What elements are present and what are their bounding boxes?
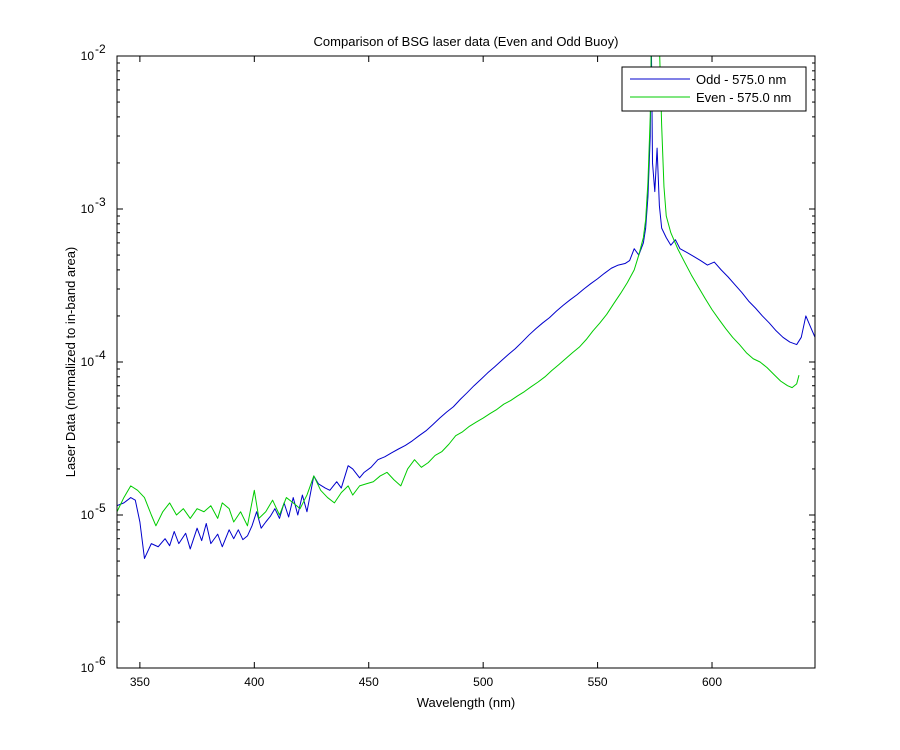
y-tick-label-exponent: -2 (95, 42, 106, 56)
x-axis-title: Wavelength (nm) (417, 695, 516, 710)
series-layer (117, 56, 815, 559)
y-tick-label: 10 (81, 508, 95, 522)
y-tick-label: 10 (81, 49, 95, 63)
x-tick-label: 450 (359, 675, 379, 689)
chart-title: Comparison of BSG laser data (Even and O… (314, 34, 619, 49)
x-tick-label: 600 (702, 675, 722, 689)
x-tick-label: 400 (244, 675, 264, 689)
series-line-even (117, 56, 800, 527)
x-tick-label: 500 (473, 675, 493, 689)
y-tick-label: 10 (81, 355, 95, 369)
y-tick-label: 10 (81, 202, 95, 216)
legend-box (621, 66, 807, 112)
y-tick-label-exponent: -5 (95, 501, 106, 515)
legend-label: Odd - 575.0 nm (696, 72, 786, 87)
plot-background (117, 56, 815, 668)
legend-label: Even - 575.0 nm (696, 90, 791, 105)
y-axis-title: Laser Data (normalized to in-band area) (63, 247, 78, 478)
y-tick-label: 10 (81, 661, 95, 675)
y-tick-label-exponent: -3 (95, 195, 106, 209)
legend: Odd - 575.0 nm Even - 575.0 nm (621, 66, 807, 112)
y-tick-label-exponent: -4 (95, 348, 106, 362)
plot-area (117, 56, 815, 668)
x-tick-label: 550 (588, 675, 608, 689)
x-tick-label: 350 (130, 675, 150, 689)
y-tick-label-exponent: -6 (95, 654, 106, 668)
series-line-odd (117, 56, 815, 559)
